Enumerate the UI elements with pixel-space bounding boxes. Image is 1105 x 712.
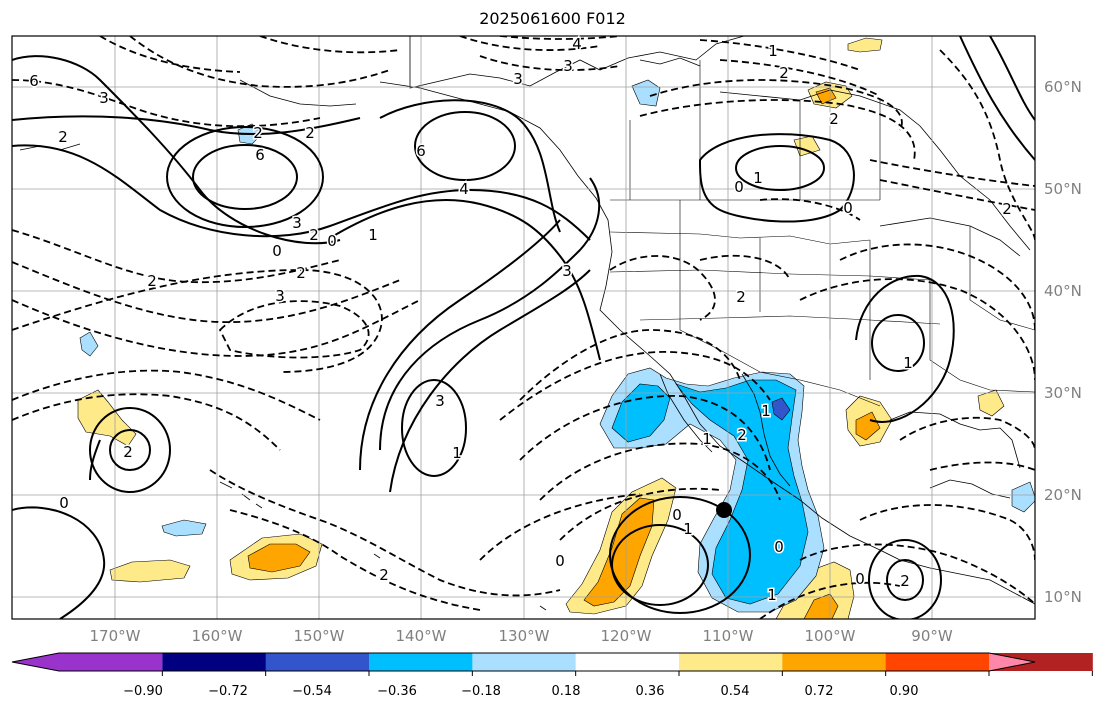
colorbar-label: 0.54 — [720, 684, 750, 699]
contour-label: 0 — [855, 570, 865, 588]
lat-label: 10°N — [1044, 588, 1082, 606]
colorbar-label: −0.36 — [377, 684, 417, 699]
lat-label: 20°N — [1044, 486, 1082, 504]
contour-label: 0 — [59, 494, 69, 512]
contour-label: 0 — [327, 232, 337, 250]
colorbar-segment — [782, 653, 887, 671]
contour-label: 2 — [309, 226, 319, 244]
contour-label: 3 — [562, 262, 572, 280]
colorbar-segment — [162, 653, 267, 671]
colorbar-segment — [575, 653, 680, 671]
contour-label: 1 — [452, 444, 462, 462]
contour-label: 2 — [779, 64, 789, 82]
colorbar-segment — [12, 653, 163, 671]
colorbar-label: −0.54 — [292, 684, 332, 699]
negative-contours — [12, 36, 1035, 619]
contour-label: 3 — [435, 392, 445, 410]
lat-label: 60°N — [1044, 78, 1082, 96]
colorbar-ticks — [161, 671, 1093, 676]
colorbar — [11, 652, 1093, 676]
colorbar-label: 0.18 — [551, 684, 581, 699]
lon-label: 120°W — [600, 627, 652, 645]
colorbar-segment — [989, 653, 1093, 671]
colorbar-segment — [989, 653, 1035, 671]
colorbar-segment — [265, 653, 370, 671]
political-borders — [609, 60, 1035, 407]
positive-contours — [12, 36, 1035, 619]
colorbar-segment — [885, 653, 990, 671]
contour-label: 2 — [147, 272, 157, 290]
negative-shading — [79, 79, 1035, 613]
colorbar-segments — [12, 653, 1093, 671]
contour-label: 0 — [672, 506, 682, 524]
contour-label: 1 — [767, 586, 777, 604]
contour-label: 0 — [774, 538, 784, 556]
lon-label: 90°W — [911, 627, 953, 645]
contour-label: 3 — [275, 287, 285, 305]
contour-label: 2 — [900, 572, 910, 590]
lon-label: 140°W — [395, 627, 447, 645]
contour-label: 2 — [253, 124, 263, 142]
contour-label: 1 — [702, 430, 712, 448]
contour-label: 2 — [58, 128, 68, 146]
contour-label: 2 — [1002, 200, 1012, 218]
lon-label: 150°W — [293, 627, 345, 645]
colorbar-label: 0.36 — [635, 684, 665, 699]
contour-label: 1 — [761, 402, 771, 420]
contour-label: 1 — [903, 354, 913, 372]
lat-label: 50°N — [1044, 180, 1082, 198]
contour-label: 1 — [368, 226, 378, 244]
lat-label: 30°N — [1044, 384, 1082, 402]
colorbar-label: 0.90 — [889, 684, 919, 699]
contour-label: 1 — [683, 520, 693, 538]
colorbar-label: −0.72 — [208, 684, 248, 699]
contour-label: 4 — [459, 180, 469, 198]
contour-label: 3 — [292, 214, 302, 232]
contour-label: 0 — [734, 178, 744, 196]
map-title: 2025061600 F012 — [479, 9, 626, 28]
contour-label: 2 — [829, 110, 839, 128]
contour-label: 2 — [737, 426, 747, 444]
contour-label: 6 — [29, 72, 39, 90]
map-frame — [11, 35, 1036, 620]
lon-label: 160°W — [191, 627, 243, 645]
colorbar-segment — [369, 653, 473, 671]
gridlines — [12, 36, 1035, 619]
contour-label: 1 — [768, 42, 778, 60]
lat-label: 40°N — [1044, 282, 1082, 300]
contour-label: 0 — [555, 552, 565, 570]
location-marker — [716, 502, 732, 518]
contour-label: 3 — [513, 70, 523, 88]
contour-label: 2 — [379, 566, 389, 584]
lon-label: 110°W — [702, 627, 754, 645]
colorbar-label: 0.72 — [804, 684, 834, 699]
contour-label: 3 — [99, 89, 109, 107]
contour-label: 3 — [563, 57, 573, 75]
colorbar-segment — [679, 653, 783, 671]
colorbar-outline — [11, 652, 1036, 672]
contour-labels: 4 3 3 2 1 2 2 6 3 2 2 6 6 4 3 2 0 1 2 3 … — [28, 34, 1014, 606]
contour-label: 6 — [255, 146, 265, 164]
colorbar-label: −0.18 — [461, 684, 501, 699]
contour-label: 6 — [416, 142, 426, 160]
contour-label: 4 — [572, 35, 582, 53]
contour-label: 2 — [123, 443, 133, 461]
contour-label: 2 — [736, 288, 746, 306]
colorbar-segment — [472, 653, 577, 671]
colorbar-label: −0.90 — [123, 684, 163, 699]
contour-label: 2 — [305, 124, 315, 142]
lon-label: 170°W — [89, 627, 141, 645]
contour-label: 2 — [296, 264, 306, 282]
contour-label: 0 — [272, 242, 282, 260]
lon-label: 130°W — [498, 627, 550, 645]
contour-label: 0 — [843, 199, 853, 217]
lon-label: 100°W — [804, 627, 856, 645]
contour-label: 1 — [753, 169, 763, 187]
